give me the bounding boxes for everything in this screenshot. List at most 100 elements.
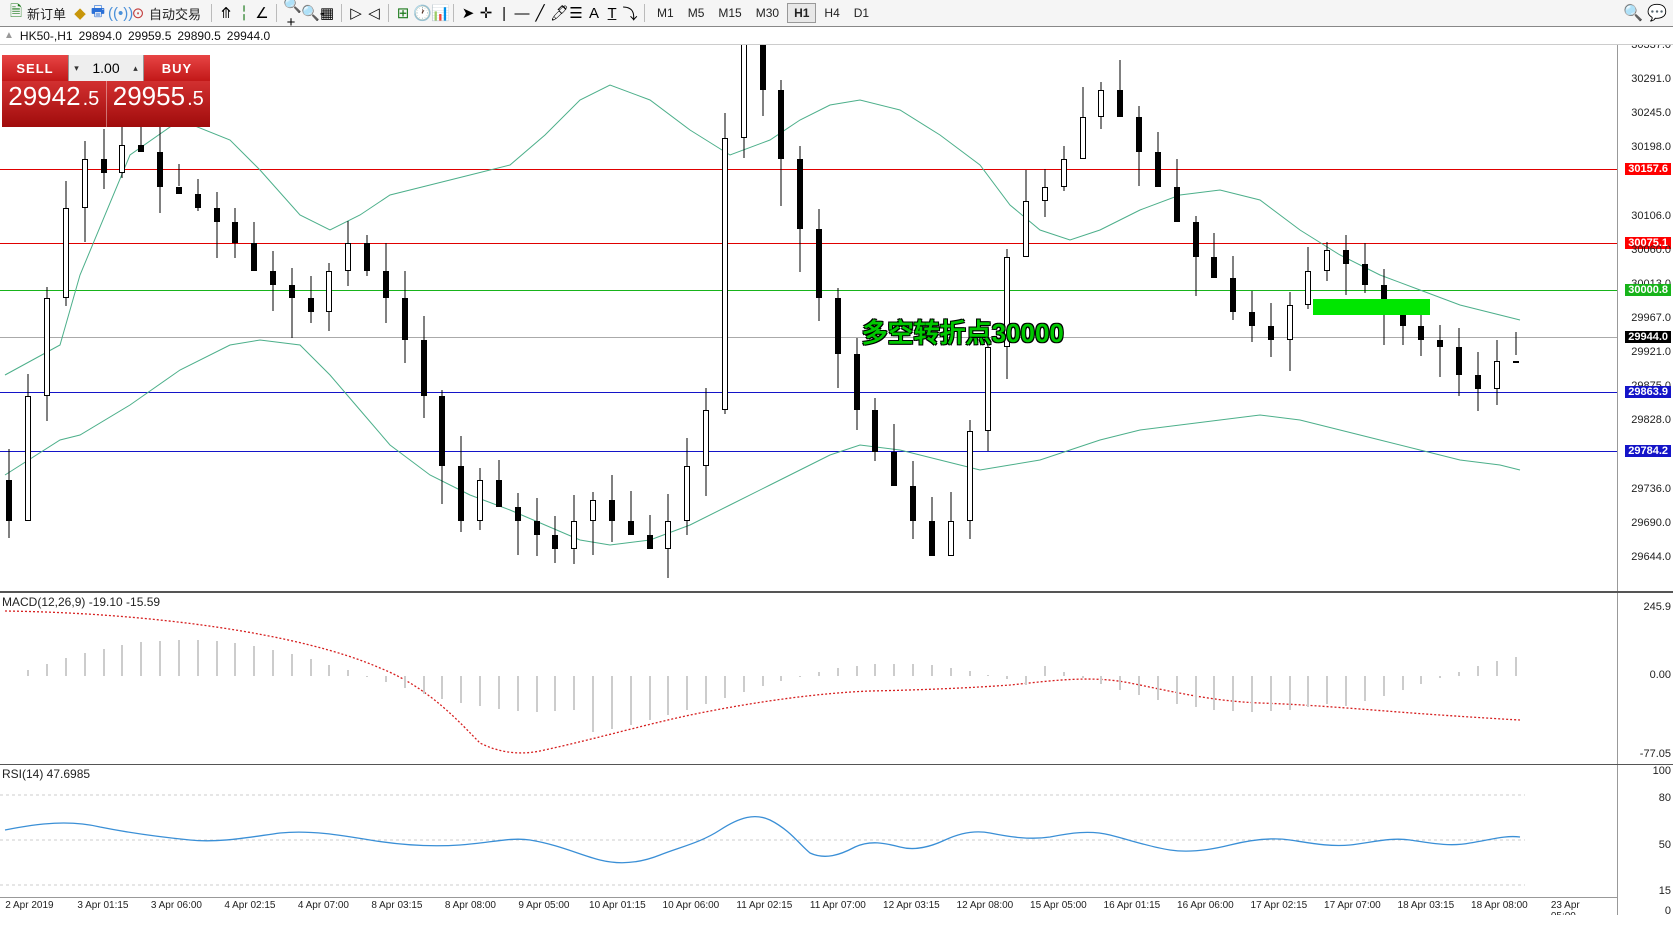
macd-bar: [140, 642, 142, 675]
highlighted-price-zone: [1313, 299, 1430, 315]
macd-bar: [1025, 676, 1027, 685]
macd-bar: [874, 664, 876, 675]
chat-icon[interactable]: 💬: [1647, 3, 1663, 23]
macd-bar: [517, 676, 519, 711]
vline-icon[interactable]: |: [496, 5, 512, 22]
time-label-7: 9 Apr 05:00: [518, 900, 569, 911]
time-label-8: 10 Apr 01:15: [589, 900, 646, 911]
trendline-icon[interactable]: ╱: [532, 4, 548, 22]
rect-label-icon[interactable]: ☰: [568, 4, 584, 22]
sell-price-display[interactable]: 29942.5: [2, 81, 107, 127]
sell-button[interactable]: SELL: [2, 55, 68, 81]
period-m30[interactable]: M30: [750, 4, 785, 22]
macd-bar: [479, 676, 481, 707]
crosshair-icon[interactable]: ✛: [478, 4, 494, 22]
buy-price-display[interactable]: 29955.5: [107, 81, 211, 127]
macd-bar: [1063, 672, 1065, 675]
macd-bar: [347, 670, 349, 675]
fibonacci-icon[interactable]: 🖊: [550, 4, 566, 22]
macd-bar: [1515, 657, 1517, 676]
time-label-18: 17 Apr 07:00: [1324, 900, 1381, 911]
time-label-19: 18 Apr 03:15: [1398, 900, 1455, 911]
macd-bar: [1044, 666, 1046, 675]
connection-icon[interactable]: ((•)): [108, 5, 124, 22]
macd-bar: [46, 664, 48, 676]
macd-bar: [460, 676, 462, 703]
candle-chart-icon[interactable]: ╎: [236, 4, 252, 22]
macd-bar: [705, 676, 707, 704]
time-label-5: 8 Apr 03:15: [371, 900, 422, 911]
add-indicator-icon[interactable]: ⊞: [395, 4, 411, 22]
macd-bar: [178, 640, 180, 676]
macd-bar: [1458, 672, 1460, 675]
templates-icon[interactable]: 📊: [431, 4, 447, 22]
auto-trade-button[interactable]: ⊙ 自动交易: [126, 2, 205, 25]
macd-bar: [1402, 676, 1404, 690]
macd-bar: [1496, 661, 1498, 675]
macd-bar: [121, 645, 123, 675]
macd-bar: [441, 676, 443, 699]
volume-increase-button[interactable]: ▴: [128, 63, 143, 74]
symbol-name-label: HK50-,H1: [20, 29, 73, 43]
macd-bar: [893, 664, 895, 676]
volume-decrease-button[interactable]: ▾: [69, 63, 84, 74]
macd-bar: [27, 670, 29, 676]
macd-bar: [837, 668, 839, 675]
rsi-axis: 100 80 50 15 0: [1617, 765, 1673, 915]
macd-bar: [856, 666, 858, 676]
print-icon[interactable]: 🖶: [90, 1, 106, 26]
grid-icon[interactable]: ▦: [319, 4, 335, 22]
time-label-10: 11 Apr 02:15: [736, 900, 792, 911]
macd-bar: [554, 676, 556, 712]
macd-bar: [328, 665, 330, 676]
zoom-out-icon[interactable]: 🔍-: [301, 4, 317, 22]
period-d1[interactable]: D1: [848, 4, 875, 22]
time-label-15: 16 Apr 01:15: [1104, 900, 1161, 911]
period-h4[interactable]: H4: [818, 4, 845, 22]
text-t-icon[interactable]: T̲: [604, 5, 620, 22]
period-m15[interactable]: M15: [712, 4, 747, 22]
macd-bar: [498, 676, 500, 709]
volume-input[interactable]: [84, 60, 128, 76]
macd-bar: [762, 676, 764, 687]
chart-right-icon[interactable]: ◁: [366, 4, 382, 22]
macd-bar: [1006, 676, 1008, 680]
macd-bar: [1345, 676, 1347, 706]
buy-button[interactable]: BUY: [144, 55, 210, 81]
line-chart-icon[interactable]: ∠: [254, 4, 270, 22]
chart-left-icon[interactable]: ▷: [348, 4, 364, 22]
main-toolbar: 🗎 新订单 ◆ 🖶 ((•)) ⊙ 自动交易 ⤊ ╎ ∠ 🔍+ 🔍- ▦ ▷ ◁…: [0, 0, 1673, 27]
zoom-in-icon[interactable]: 🔍+: [283, 0, 299, 31]
cursor-icon[interactable]: ➤: [460, 4, 476, 22]
macd-bar: [630, 676, 632, 725]
period-m5[interactable]: M5: [682, 4, 711, 22]
hline-icon[interactable]: —: [514, 5, 530, 22]
macd-bar: [1119, 676, 1121, 690]
macd-bar: [969, 671, 971, 676]
macd-bar: [65, 658, 67, 675]
macd-bar: [686, 676, 688, 710]
macd-bar: [272, 650, 274, 676]
macd-bar: [1100, 676, 1102, 685]
period-m1[interactable]: M1: [651, 4, 680, 22]
timeframes-icon[interactable]: 🕐: [413, 4, 429, 22]
macd-bar: [1439, 676, 1441, 678]
period-h1[interactable]: H1: [787, 3, 816, 23]
collapse-arrow-icon[interactable]: ▲: [4, 30, 14, 41]
macd-axis: 245.9 0.00 -77.05: [1617, 593, 1673, 764]
macd-bar: [1082, 676, 1084, 679]
text-a-icon[interactable]: A: [586, 5, 602, 22]
time-label-13: 12 Apr 08:00: [957, 900, 1014, 911]
search-icon[interactable]: 🔍: [1623, 3, 1639, 23]
new-chart-icon[interactable]: ⤊: [218, 4, 234, 22]
symbol-info-bar: ▲ HK50-,H1 29894.0 29959.5 29890.5 29944…: [0, 27, 1673, 45]
save-icon[interactable]: ◆: [72, 4, 88, 22]
macd-bar: [931, 665, 933, 675]
macd-bar: [536, 676, 538, 712]
time-label-0: 2 Apr 2019: [5, 900, 53, 911]
macd-bars-container: [0, 593, 1673, 764]
macd-panel: MACD(12,26,9) -19.10 -15.59 245.9 0.00 -…: [0, 593, 1673, 765]
new-order-button[interactable]: 🗎 新订单: [4, 0, 70, 28]
shapes-icon[interactable]: ⤵: [622, 3, 638, 24]
macd-bar: [912, 664, 914, 676]
